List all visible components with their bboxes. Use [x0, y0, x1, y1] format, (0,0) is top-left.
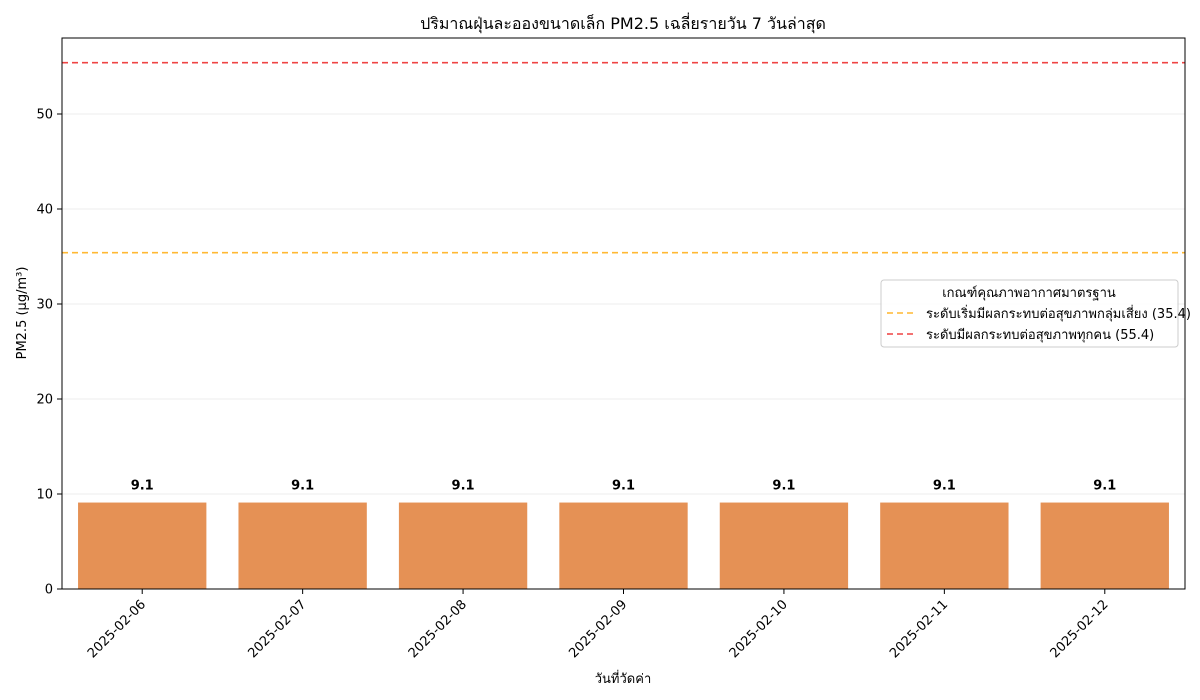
x-tick-label: 2025-02-11	[887, 597, 951, 661]
bar-value-label: 9.1	[1093, 479, 1116, 494]
x-tick-label: 2025-02-06	[85, 597, 149, 661]
y-tick-label: 0	[45, 583, 53, 598]
legend-box	[880, 279, 1179, 348]
bar	[398, 502, 528, 589]
bar-value-label: 9.1	[612, 479, 635, 494]
y-axis-label: PM2.5 (µg/m³)	[15, 267, 30, 360]
bar-value-label: 9.1	[452, 479, 475, 494]
y-tick-label: 30	[36, 298, 53, 313]
y-tick-label: 10	[36, 488, 53, 503]
legend-label-everyone: ระดับมีผลกระทบต่อสุขภาพทุกคน (55.4)	[926, 327, 1154, 343]
bar	[719, 502, 849, 589]
bar-value-label: 9.1	[772, 479, 795, 494]
x-tick-label: 2025-02-07	[245, 597, 309, 661]
bar	[1040, 502, 1169, 589]
x-axis: 2025-02-06 2025-02-07 2025-02-08 2025-02-09…	[85, 589, 1112, 661]
y-tick-label: 50	[36, 108, 53, 123]
legend-title: เกณฑ์คุณภาพอากาศมาตรฐาน	[942, 285, 1116, 301]
bar-value-label: 9.1	[933, 479, 956, 494]
x-axis-label: วันที่วัดค่า	[595, 670, 652, 687]
x-tick-label: 2025-02-12	[1048, 597, 1112, 661]
y-tick-label: 20	[36, 393, 53, 408]
bar-value-label: 9.1	[291, 479, 314, 494]
value-labels: 9.1 9.1 9.1 9.1 9.1 9.1 9.1	[131, 479, 1117, 494]
x-tick-label: 2025-02-10	[727, 597, 791, 661]
bar	[238, 502, 367, 589]
x-tick-label: 2025-02-09	[566, 597, 630, 661]
bar-value-label: 9.1	[131, 479, 154, 494]
bar	[559, 502, 688, 589]
legend-label-risk-group: ระดับเริ่มมีผลกระทบต่อสุขภาพกลุ่มเสี่ยง …	[926, 305, 1191, 322]
chart-title: ปริมาณฝุ่นละอองขนาดเล็ก PM2.5 เฉลี่ยรายว…	[420, 12, 826, 34]
x-tick-label: 2025-02-08	[406, 597, 470, 661]
y-axis: 0 10 20 30 40 50	[36, 108, 62, 598]
y-tick-label: 40	[36, 203, 53, 218]
bar	[78, 502, 207, 589]
bar	[880, 502, 1009, 589]
reference-lines	[62, 61, 1185, 254]
bars	[78, 502, 1169, 589]
legend: เกณฑ์คุณภาพอากาศมาตรฐาน ระดับเริ่มมีผลกร…	[880, 279, 1191, 348]
